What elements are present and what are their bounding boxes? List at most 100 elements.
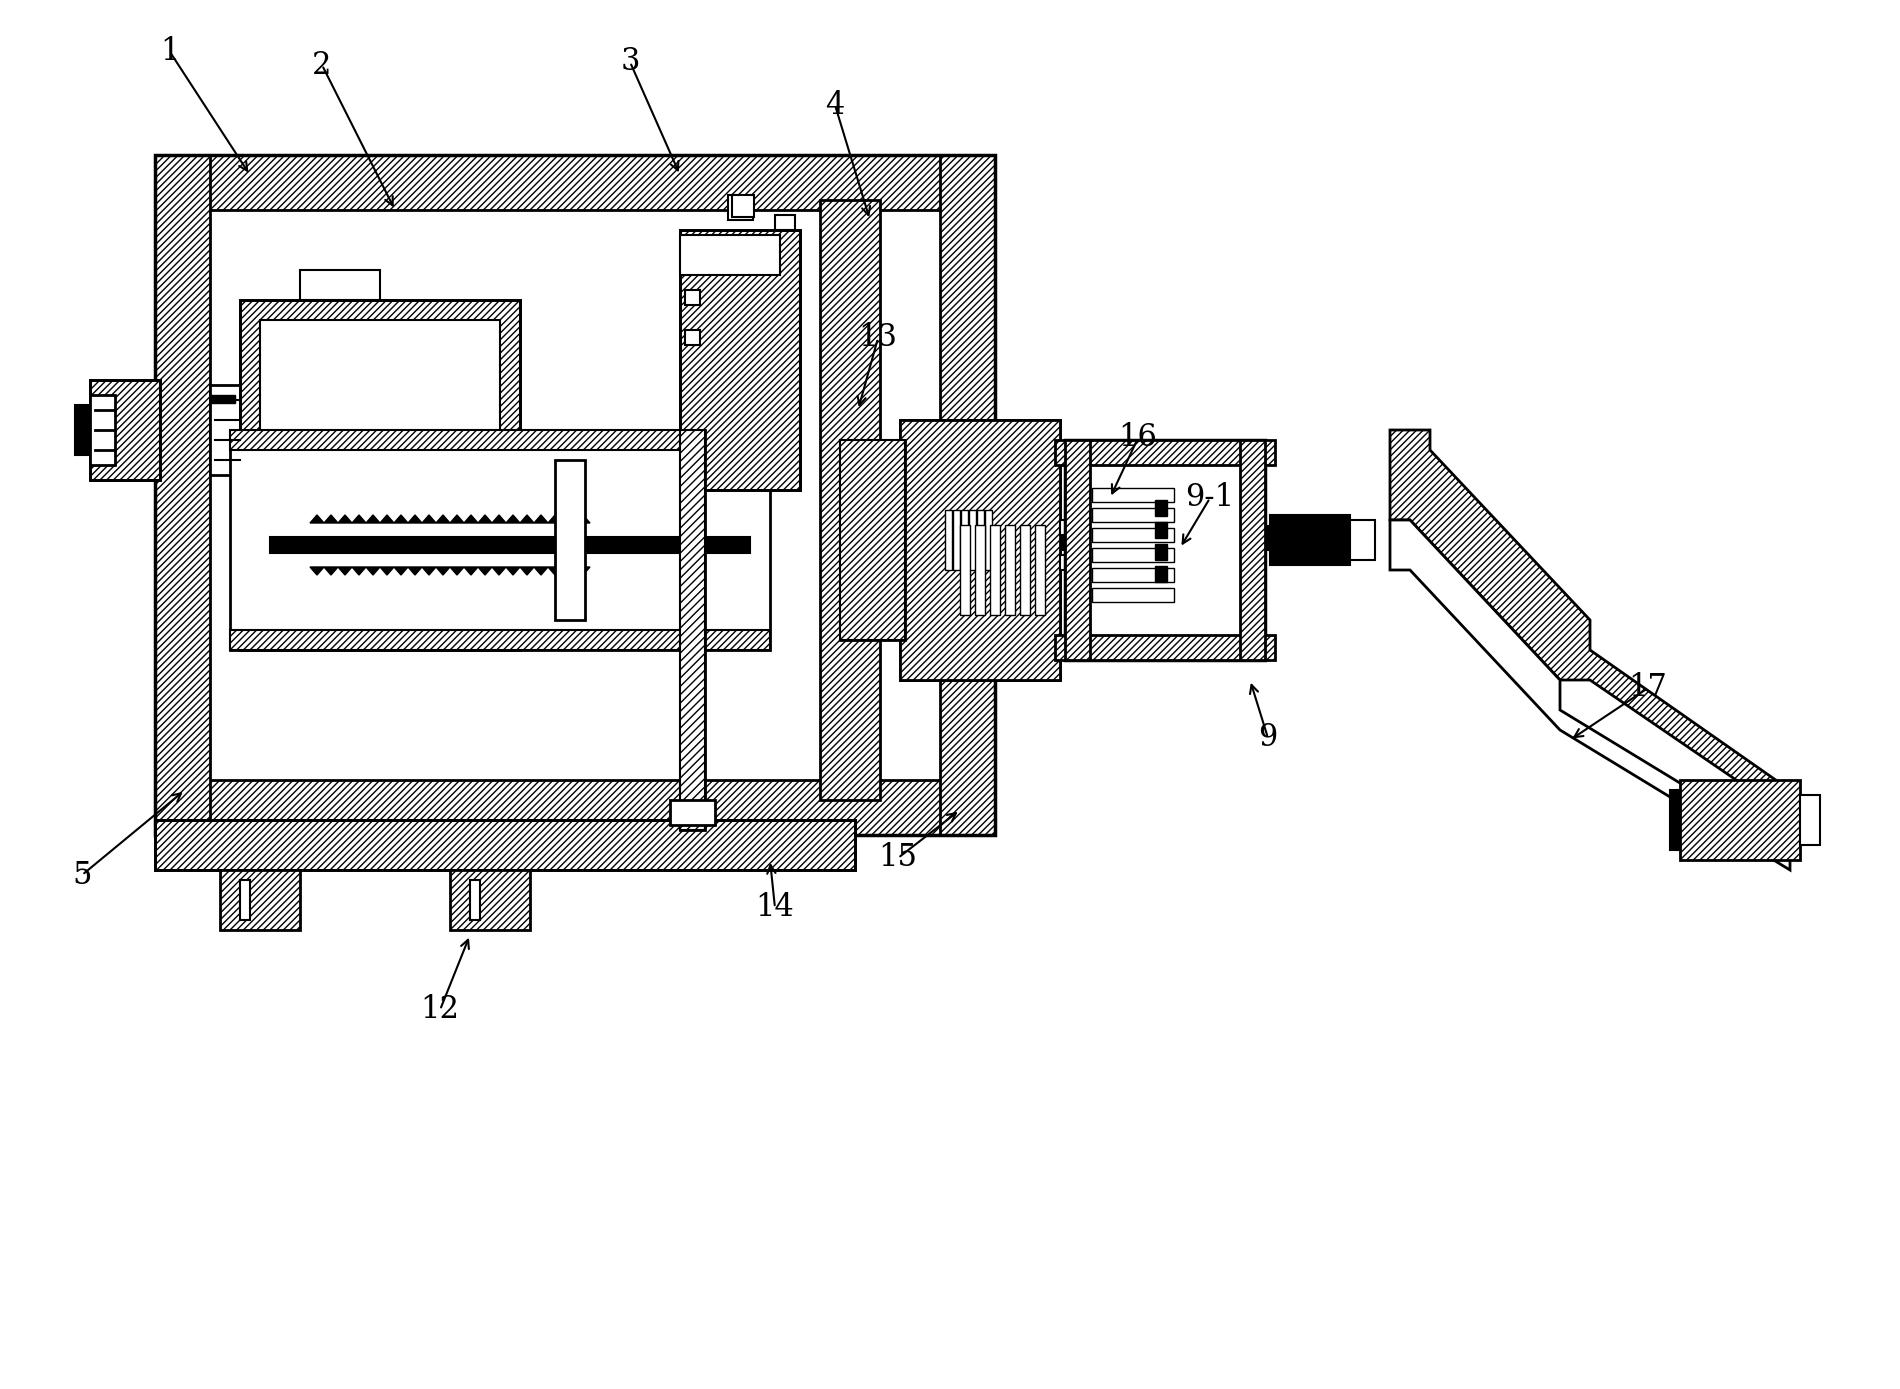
- Polygon shape: [310, 567, 325, 575]
- Bar: [156, 156, 211, 835]
- Polygon shape: [408, 567, 422, 575]
- Text: 14: 14: [756, 893, 794, 924]
- Bar: [1092, 588, 1174, 601]
- Text: 9: 9: [1258, 722, 1277, 753]
- Polygon shape: [435, 567, 450, 575]
- Bar: [1092, 568, 1174, 582]
- Polygon shape: [492, 515, 505, 524]
- Bar: [156, 820, 855, 870]
- Polygon shape: [393, 567, 408, 575]
- Bar: [686, 250, 699, 265]
- Bar: [960, 525, 971, 615]
- Bar: [1351, 519, 1376, 560]
- Bar: [1092, 549, 1174, 563]
- Bar: [1155, 522, 1167, 538]
- Bar: [954, 510, 960, 569]
- Bar: [1054, 635, 1275, 660]
- Bar: [680, 231, 800, 490]
- Bar: [680, 235, 781, 275]
- Text: 4: 4: [825, 89, 846, 121]
- Text: 9-1: 9-1: [1186, 482, 1235, 514]
- Bar: [89, 381, 160, 481]
- Bar: [450, 870, 530, 931]
- Bar: [1092, 508, 1174, 522]
- Polygon shape: [325, 567, 338, 575]
- Text: 5: 5: [72, 860, 91, 890]
- Bar: [961, 510, 967, 569]
- Bar: [940, 156, 996, 835]
- Bar: [1092, 528, 1174, 542]
- Bar: [821, 200, 880, 800]
- Polygon shape: [1391, 519, 1790, 870]
- Bar: [732, 194, 754, 217]
- Bar: [156, 156, 996, 835]
- Polygon shape: [352, 515, 367, 524]
- Bar: [969, 510, 977, 569]
- Bar: [901, 419, 1060, 681]
- Bar: [975, 525, 984, 615]
- Polygon shape: [576, 515, 591, 524]
- Bar: [686, 331, 699, 344]
- Polygon shape: [562, 567, 576, 575]
- Polygon shape: [479, 515, 492, 524]
- Bar: [728, 194, 752, 219]
- Bar: [1054, 440, 1275, 465]
- Bar: [1680, 781, 1799, 860]
- Polygon shape: [422, 515, 435, 524]
- Bar: [211, 385, 245, 475]
- Bar: [156, 156, 996, 210]
- Bar: [1066, 440, 1265, 660]
- Bar: [1670, 790, 1680, 850]
- Bar: [1269, 515, 1351, 565]
- Polygon shape: [367, 515, 380, 524]
- Bar: [239, 300, 521, 650]
- Bar: [1155, 500, 1167, 515]
- Polygon shape: [325, 515, 338, 524]
- Polygon shape: [450, 515, 464, 524]
- Polygon shape: [505, 567, 521, 575]
- Polygon shape: [562, 515, 576, 524]
- Polygon shape: [450, 567, 464, 575]
- Bar: [990, 525, 999, 615]
- Bar: [555, 460, 585, 619]
- Bar: [1092, 488, 1174, 501]
- Bar: [680, 231, 800, 490]
- Bar: [89, 394, 116, 465]
- Bar: [977, 510, 984, 569]
- Polygon shape: [367, 567, 380, 575]
- Polygon shape: [310, 515, 325, 524]
- Bar: [230, 631, 770, 650]
- Polygon shape: [338, 515, 352, 524]
- Text: 16: 16: [1119, 422, 1157, 453]
- Bar: [156, 820, 855, 870]
- Bar: [680, 431, 705, 831]
- Polygon shape: [534, 515, 547, 524]
- Polygon shape: [352, 567, 367, 575]
- Text: 13: 13: [859, 322, 897, 353]
- Polygon shape: [380, 515, 393, 524]
- Bar: [775, 215, 794, 231]
- Bar: [901, 419, 1060, 681]
- Text: 3: 3: [619, 46, 640, 78]
- Bar: [156, 781, 996, 835]
- Polygon shape: [505, 515, 521, 524]
- Text: 12: 12: [420, 995, 460, 1025]
- Bar: [270, 538, 750, 553]
- Polygon shape: [534, 567, 547, 575]
- Polygon shape: [380, 567, 393, 575]
- Polygon shape: [408, 515, 422, 524]
- Bar: [230, 431, 770, 650]
- Text: 2: 2: [312, 50, 332, 81]
- Text: 17: 17: [1628, 672, 1668, 703]
- Bar: [260, 319, 500, 631]
- Bar: [1020, 525, 1030, 615]
- Bar: [1799, 795, 1820, 845]
- Bar: [840, 440, 904, 640]
- Bar: [680, 431, 705, 831]
- Polygon shape: [576, 567, 591, 575]
- Bar: [239, 300, 521, 650]
- Bar: [671, 800, 714, 825]
- Polygon shape: [338, 567, 352, 575]
- Bar: [1005, 525, 1015, 615]
- Bar: [1036, 525, 1045, 615]
